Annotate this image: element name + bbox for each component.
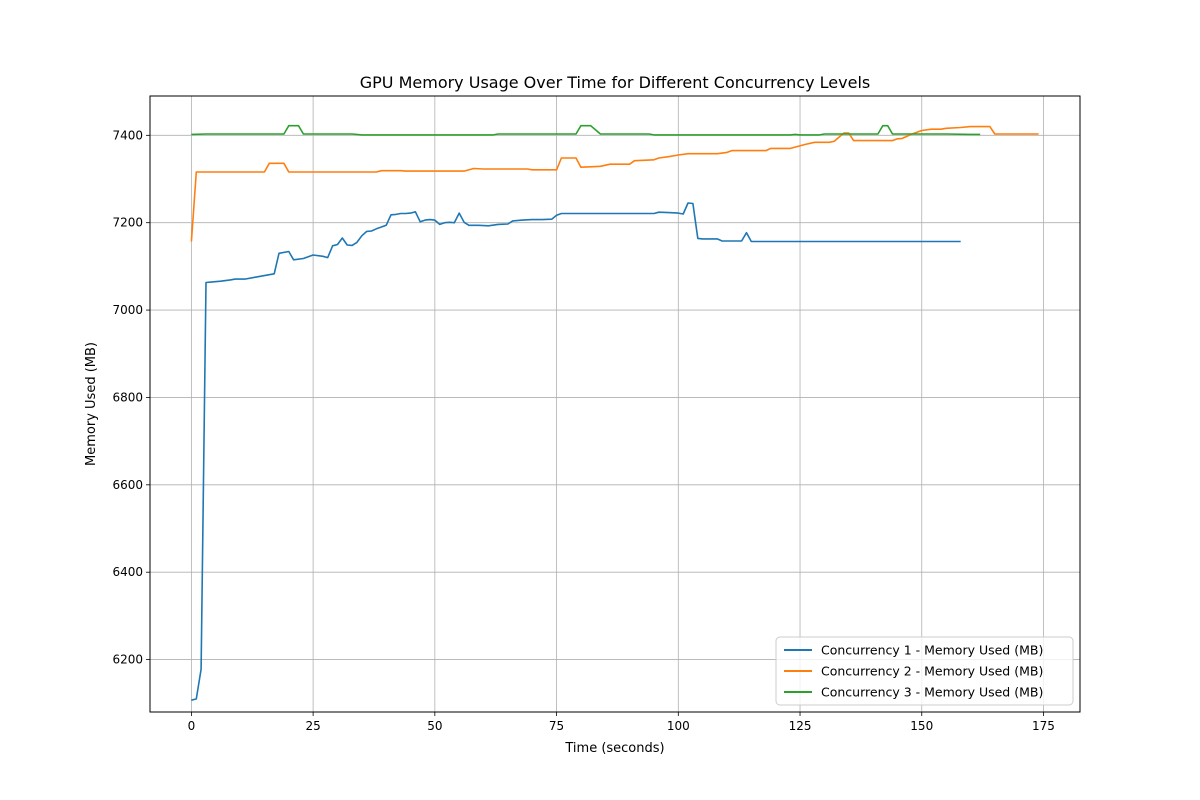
legend-label-concurrency-2: Concurrency 2 - Memory Used (MB) bbox=[821, 664, 1043, 679]
y-tick-label: 7200 bbox=[112, 216, 143, 230]
x-tick-label: 0 bbox=[188, 719, 196, 733]
plot-frame bbox=[149, 95, 1081, 713]
series-line-concurrency-3 bbox=[191, 124, 981, 136]
y-tick-label: 6800 bbox=[112, 390, 143, 404]
axis-ticks: 0 25 50 75 100 125 150 175 6200 6400 6600 6800 7000 7… bbox=[112, 128, 1054, 733]
chart-title: GPU Memory Usage Over Time for Different… bbox=[360, 73, 871, 92]
x-tick-label: 100 bbox=[667, 719, 690, 733]
y-tick-label: 7000 bbox=[112, 303, 143, 317]
y-tick-label: 6200 bbox=[112, 653, 143, 667]
y-tick-label: 6600 bbox=[112, 478, 143, 492]
x-axis-label: Time (seconds) bbox=[564, 741, 664, 756]
x-tick-label: 175 bbox=[1032, 719, 1055, 733]
legend-box bbox=[775, 636, 1074, 706]
x-tick-label: 50 bbox=[427, 719, 442, 733]
series-line-concurrency-1 bbox=[191, 202, 961, 701]
x-tick-label: 25 bbox=[305, 719, 320, 733]
x-tick-label: 125 bbox=[789, 719, 812, 733]
y-tick-label: 6400 bbox=[112, 565, 143, 579]
series-line-concurrency-2 bbox=[190, 125, 1039, 242]
legend-label-concurrency-3: Concurrency 3 - Memory Used (MB) bbox=[821, 685, 1043, 700]
x-tick-label: 75 bbox=[549, 719, 564, 733]
plot-area bbox=[150, 96, 1080, 712]
legend-label-concurrency-1: Concurrency 1 - Memory Used (MB) bbox=[821, 643, 1043, 658]
series-lines bbox=[190, 124, 1039, 701]
grid bbox=[150, 96, 1080, 712]
y-axis-label: Memory Used (MB) bbox=[84, 342, 99, 466]
legend: Concurrency 1 - Memory Used (MB) Concurre… bbox=[775, 636, 1074, 706]
x-tick-label: 150 bbox=[910, 719, 933, 733]
y-tick-label: 7400 bbox=[112, 128, 143, 142]
